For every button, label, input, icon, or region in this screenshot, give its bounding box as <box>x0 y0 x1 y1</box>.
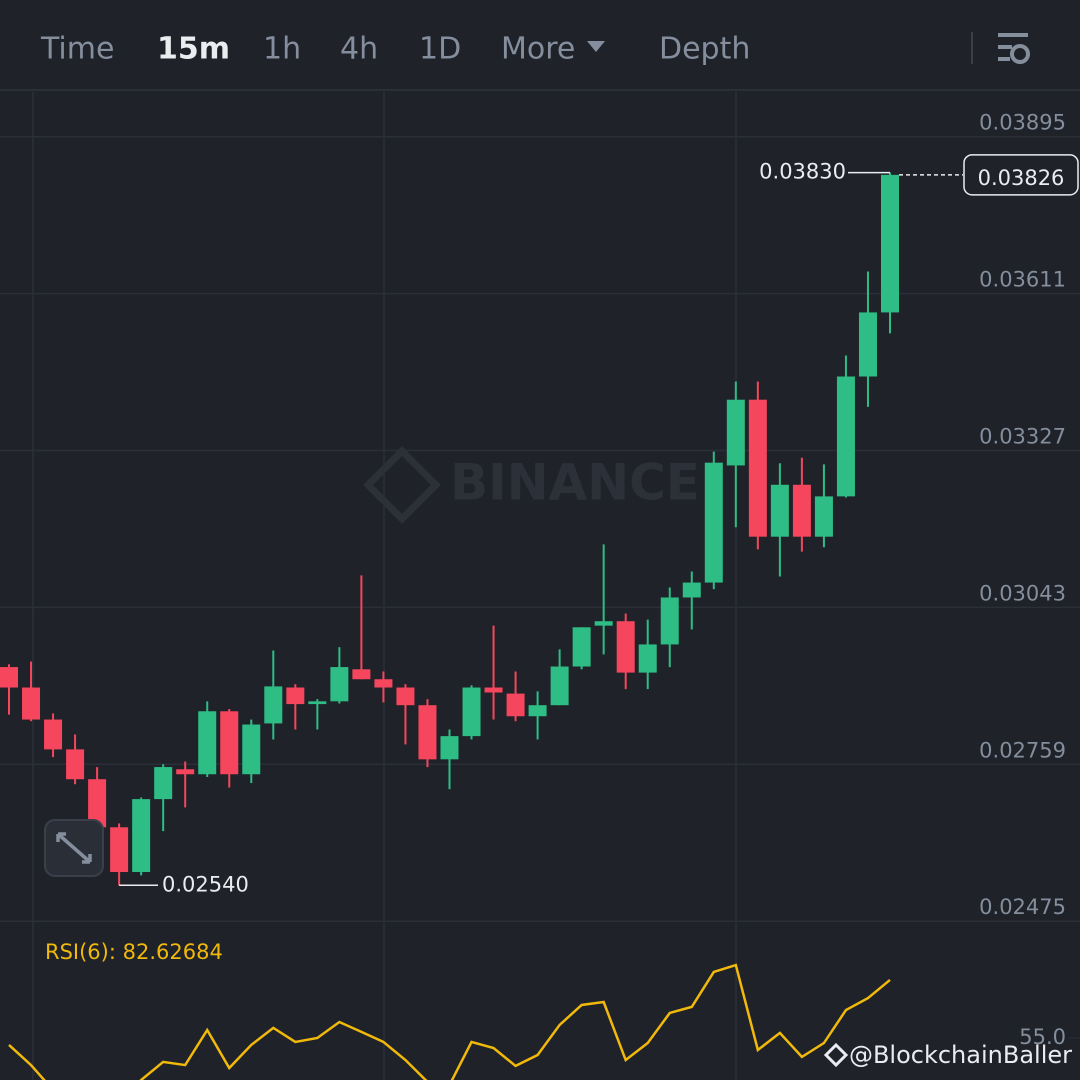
y-tick-label: 0.02759 <box>979 738 1066 762</box>
annotation-label: 0.02540 <box>162 872 249 896</box>
y-tick-label: 0.02475 <box>979 895 1066 919</box>
tab[interactable]: Time <box>40 32 114 67</box>
rsi-line <box>8 963 891 1080</box>
candle-body <box>440 736 459 760</box>
candle-body <box>638 644 657 673</box>
tab[interactable]: 1h <box>263 32 301 67</box>
candle-body <box>198 711 217 775</box>
dropdown-arrow <box>587 41 605 52</box>
candle-body <box>682 582 701 598</box>
candle-body <box>308 701 327 705</box>
button-icon <box>56 832 92 864</box>
candle-body <box>22 687 41 720</box>
timeframe-tabs: Time 15m 1h 4h 1D More Depth <box>40 32 750 67</box>
indicator-title: RSI(6): 82.62684 <box>45 940 223 964</box>
y-tick-label: 0.03327 <box>979 425 1066 449</box>
candle-body <box>792 484 811 537</box>
candle-body <box>836 376 855 497</box>
candle-body <box>616 621 635 673</box>
credit-logo <box>823 1042 849 1068</box>
candle-body <box>220 711 239 775</box>
candle-body <box>550 666 569 706</box>
tab[interactable]: 15m <box>157 32 230 67</box>
candle-body <box>528 705 547 717</box>
candle-body <box>176 769 195 775</box>
candle-body <box>286 687 305 705</box>
candle-body <box>726 399 745 466</box>
watermark-text: BINANCE <box>450 454 700 512</box>
icon-bar <box>998 45 1012 49</box>
watermark-logo <box>363 446 441 524</box>
candle-body <box>242 724 261 775</box>
expand-button[interactable] <box>44 819 104 877</box>
watermark: BINANCE <box>363 446 700 524</box>
candle-body <box>770 484 789 537</box>
candle-body <box>572 627 591 667</box>
credit: @BlockchainBaller <box>823 1041 1072 1069</box>
settings-icon[interactable] <box>998 33 1030 64</box>
candle-body <box>154 767 173 800</box>
logo-square <box>363 446 441 524</box>
last-price-label: 0.03826 <box>978 166 1065 190</box>
candle-body <box>881 174 899 313</box>
candle-body <box>44 719 63 750</box>
grid: 0.024750.027590.030430.033270.036110.038… <box>0 92 1080 1080</box>
candles: 0.03830 0.02540 0.03826 <box>0 154 1079 896</box>
icon-bar <box>998 33 1028 37</box>
annotation-label: 0.03830 <box>759 160 846 184</box>
candle-body <box>66 749 85 780</box>
tab[interactable]: More <box>501 32 575 67</box>
candle-body <box>858 312 877 377</box>
candle-body <box>264 686 283 724</box>
indicator-tick-label: 55.0 <box>1019 1025 1066 1049</box>
candle-body <box>594 621 613 626</box>
y-tick-label: 0.03895 <box>979 111 1066 135</box>
icon-gear <box>1010 44 1030 64</box>
tab[interactable]: 1D <box>419 32 461 67</box>
candle-body <box>660 597 679 645</box>
candle-body <box>704 462 723 583</box>
candle-body <box>0 667 18 688</box>
tab[interactable]: 4h <box>340 32 378 67</box>
candle-body <box>462 687 481 737</box>
tab[interactable]: Depth <box>659 32 750 67</box>
candle-body <box>110 827 129 873</box>
candle-body <box>352 669 371 680</box>
candle-body <box>88 779 107 828</box>
candle-body <box>748 399 767 537</box>
candle-body <box>132 799 151 873</box>
candle-body <box>330 667 349 702</box>
candle-body <box>396 687 415 706</box>
candle-body <box>814 496 833 537</box>
credit-text: @BlockchainBaller <box>849 1041 1072 1069</box>
last-price-box <box>963 154 1079 196</box>
rsi-panel: RSI(6): 82.62684 55.0 <box>8 940 1080 1080</box>
y-tick-label: 0.03043 <box>979 581 1066 605</box>
y-tick-label: 0.03611 <box>979 268 1066 292</box>
candle-body <box>374 679 393 688</box>
candle-body <box>484 687 503 693</box>
candle-body <box>506 693 525 717</box>
candle-body <box>418 705 437 760</box>
icon-bar <box>998 57 1010 61</box>
